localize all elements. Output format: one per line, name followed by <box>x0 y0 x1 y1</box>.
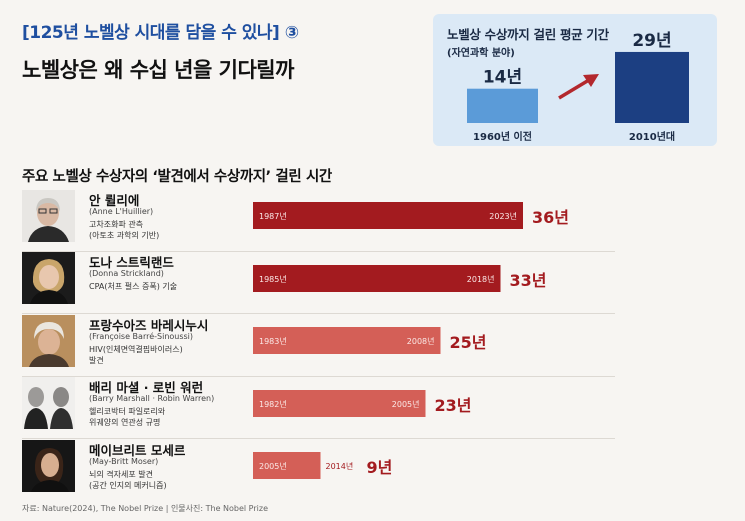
average-bar <box>615 51 689 124</box>
period-label: 1960년 이전 <box>473 130 532 143</box>
row-divider <box>22 313 615 314</box>
laureate-name: 메이브리트 모세르 <box>89 443 186 458</box>
laureate-discovery: HIV(인체면역결핍바이러스) <box>89 345 183 354</box>
laureate-latin-name: (Barry Marshall · Robin Warren) <box>89 394 215 403</box>
trend-arrow-head-icon <box>583 74 599 87</box>
average-value-label: 14년 <box>483 68 522 88</box>
laureate-discovery-detail: (공간 인지의 메커니즘) <box>89 481 167 490</box>
laureate-row: 메이브리트 모세르 (May-Britt Moser) 뇌의 격자세포 발견 (… <box>22 440 615 502</box>
laureate-discovery: 뇌의 격자세포 발견 <box>89 470 153 479</box>
laureate-discovery-detail: 발견 <box>89 356 104 365</box>
laureate-discovery: CPA(처프 펄스 증폭) 기술 <box>89 282 178 291</box>
row-divider <box>22 251 615 252</box>
average-period-chart: 14년 1960년 이전 29년 2010년대 <box>467 31 689 143</box>
row-divider <box>22 438 615 439</box>
laureate-name: 안 륄리에 <box>89 193 140 208</box>
headline: 노벨상은 왜 수십 년을 기다릴까 <box>22 58 294 82</box>
laureate-discovery-detail: 위궤양의 연관성 규명 <box>89 418 161 427</box>
laureate-latin-name: (May-Britt Moser) <box>89 457 159 466</box>
laureate-row: 프랑수아즈 바레시누시 (Françoise Barré-Sinoussi) H… <box>22 315 615 377</box>
series-tag: [125년 노벨상 시대를 담을 수 있나] ③ <box>22 23 299 43</box>
row-divider <box>22 376 615 377</box>
laureate-row: 안 륄리에 (Anne L'Huillier) 고차조화파 관측 (아토초 과학… <box>22 190 615 252</box>
laureate-discovery: 헬리코박터 파일로리와 <box>89 407 166 416</box>
laureate-latin-name: (Anne L'Huillier) <box>89 207 154 216</box>
portrait-photo <box>22 190 75 242</box>
average-bar <box>467 88 538 123</box>
laureate-row: 배리 마셜 · 로빈 워런 (Barry Marshall · Robin Wa… <box>22 377 615 439</box>
portrait-photo <box>22 315 75 367</box>
laureate-row: 도나 스트릭랜드 (Donna Strickland) CPA(처프 펄스 증폭… <box>22 252 615 314</box>
laureate-latin-name: (Donna Strickland) <box>89 269 164 278</box>
portrait-photo <box>22 440 75 492</box>
source-note: 자료: Nature(2024), The Nobel Prize | 인물사진… <box>22 504 268 513</box>
trend-arrow-line <box>558 78 590 100</box>
laureate-latin-name: (Françoise Barré-Sinoussi) <box>89 332 194 341</box>
laureate-name: 도나 스트릭랜드 <box>89 255 174 270</box>
infobox-title: 노벨상 수상까지 걸린 평균 기간 <box>447 27 609 42</box>
average-period-infobox: 노벨상 수상까지 걸린 평균 기간 (자연과학 분야) 14년 1960년 이전 2… <box>433 14 717 146</box>
average-value-label: 29년 <box>632 31 671 51</box>
section-title: 주요 노벨상 수상자의 ‘발견에서 수상까지’ 걸린 시간 <box>22 169 332 185</box>
laureate-discovery: 고차조화파 관측 <box>89 220 144 229</box>
portrait-photo <box>22 252 75 304</box>
laureate-discovery-detail: (아토초 과학의 기반) <box>89 231 160 240</box>
laureate-name: 프랑수아즈 바레시누시 <box>89 318 209 333</box>
laureate-name: 배리 마셜 · 로빈 워런 <box>89 380 204 395</box>
infobox-subtitle: (자연과학 분야) <box>447 48 515 59</box>
portrait-photo <box>22 377 75 429</box>
period-label: 2010년대 <box>629 130 675 143</box>
